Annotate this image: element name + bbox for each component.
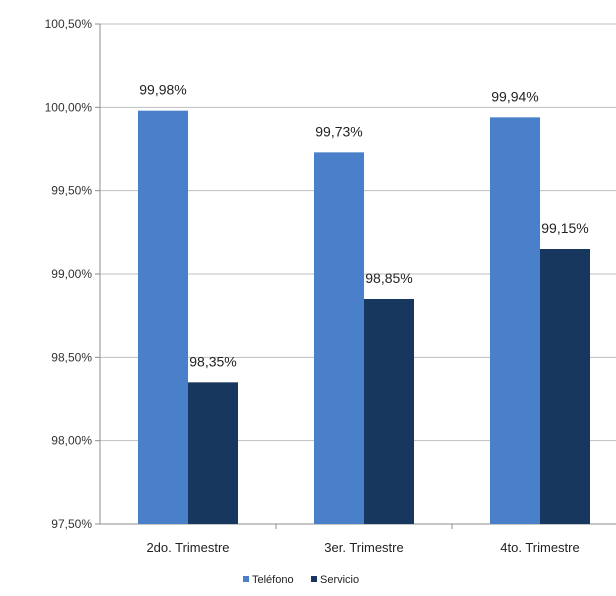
- y-tick-label: 97,50%: [51, 517, 92, 531]
- y-tick-label: 98,50%: [51, 350, 92, 364]
- bar-servicio-3: [540, 249, 590, 524]
- data-label: 99,94%: [491, 88, 538, 104]
- y-tick-label: 99,00%: [51, 267, 92, 281]
- data-label: 99,98%: [139, 82, 186, 98]
- y-tick-label: 98,00%: [51, 434, 92, 448]
- bar-teléfono-2: [314, 152, 364, 525]
- legend-label: Servicio: [320, 574, 359, 586]
- x-category-label: 3er. Trimestre: [324, 540, 403, 555]
- legend-swatch-servicio: [311, 576, 317, 582]
- bar-servicio-2: [364, 299, 414, 524]
- data-label: 99,73%: [315, 123, 362, 139]
- bar-teléfono-3: [490, 117, 540, 524]
- data-label: 99,15%: [541, 220, 588, 236]
- legend-swatch-teléfono: [243, 576, 249, 582]
- data-label: 98,85%: [365, 270, 412, 286]
- data-label: 98,35%: [189, 353, 236, 369]
- bar-teléfono-1: [138, 110, 188, 525]
- bar-servicio-1: [188, 382, 238, 524]
- y-tick-label: 100,50%: [45, 17, 93, 31]
- x-category-label: 2do. Trimestre: [146, 540, 229, 555]
- y-tick-label: 100,00%: [45, 100, 93, 114]
- y-tick-label: 99,50%: [51, 184, 92, 198]
- legend-label: Teléfono: [252, 574, 294, 586]
- x-category-label: 4to. Trimestre: [500, 540, 579, 555]
